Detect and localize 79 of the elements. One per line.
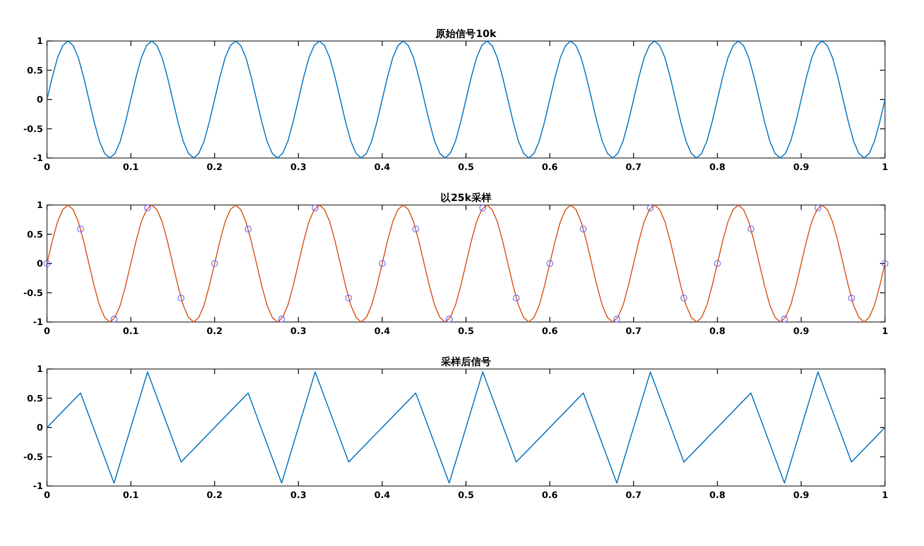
y-tick-label: 0 xyxy=(36,424,43,434)
x-tick-label: 0.2 xyxy=(206,163,223,173)
chart-title: 以25k采样 xyxy=(440,192,492,204)
point xyxy=(680,294,688,302)
x-tick-label: 0.1 xyxy=(122,163,139,173)
x-tick-label: 0.3 xyxy=(290,491,306,501)
line-series xyxy=(46,371,886,484)
x-tick-label: 1 xyxy=(882,491,888,501)
point xyxy=(546,260,554,267)
x-tick-label: 0.7 xyxy=(626,327,642,337)
x-tick-label: 0.9 xyxy=(793,163,810,173)
x-tick-label: 0.5 xyxy=(458,491,474,501)
x-tick-label: 0 xyxy=(44,163,50,173)
y-tick-label: -0.5 xyxy=(23,452,43,463)
x-tick-label: 0.9 xyxy=(793,327,810,337)
y-tick-label: 1 xyxy=(36,201,43,212)
point xyxy=(814,204,822,212)
chart-title: 采样后信号 xyxy=(440,356,491,368)
y-tick-label: -0.5 xyxy=(23,288,43,299)
point xyxy=(211,260,218,267)
x-tick-label: 0.9 xyxy=(793,491,810,501)
point xyxy=(44,260,50,267)
y-tick-label: 0 xyxy=(36,260,43,270)
point xyxy=(110,316,118,322)
point xyxy=(714,260,721,267)
y-tick-label: 0.5 xyxy=(27,394,43,404)
x-tick-label: 0.8 xyxy=(709,491,726,501)
point xyxy=(479,204,486,212)
y-tick-label: 0 xyxy=(36,96,43,106)
point xyxy=(345,294,352,302)
point xyxy=(848,294,855,302)
y-tick-label: 0.5 xyxy=(27,230,43,240)
point xyxy=(144,204,151,212)
point xyxy=(77,226,84,232)
x-tick-label: 1 xyxy=(882,327,888,337)
line-series xyxy=(46,40,886,158)
point xyxy=(646,204,654,212)
point xyxy=(748,226,754,232)
x-tick-label: 0 xyxy=(44,327,50,337)
y-tick-label: 1 xyxy=(36,37,43,48)
x-tick-label: 0.2 xyxy=(206,327,223,337)
x-tick-label: 0.7 xyxy=(626,491,642,501)
y-tick-label: -1 xyxy=(33,318,43,328)
y-tick-label: -1 xyxy=(33,154,43,164)
x-tick-label: 0.4 xyxy=(374,491,390,501)
x-tick-label: 0.6 xyxy=(542,491,558,501)
x-tick-label: 0 xyxy=(44,491,50,501)
x-tick-label: 0.7 xyxy=(626,163,642,173)
y-tick-label: -0.5 xyxy=(23,124,43,135)
point xyxy=(613,316,620,322)
point xyxy=(580,226,587,232)
point xyxy=(278,316,286,322)
y-tick-label: 0.5 xyxy=(27,66,43,76)
x-tick-label: 0.3 xyxy=(290,163,306,173)
point xyxy=(781,316,788,322)
x-tick-label: 0.8 xyxy=(709,327,726,337)
x-tick-label: 0.5 xyxy=(458,163,474,173)
point xyxy=(244,226,252,232)
point xyxy=(312,204,319,212)
point xyxy=(378,260,386,267)
x-tick-label: 0.6 xyxy=(542,163,558,173)
x-tick-label: 1 xyxy=(882,163,888,173)
y-tick-label: 1 xyxy=(36,365,43,376)
point xyxy=(512,294,520,302)
x-tick-label: 0.5 xyxy=(458,327,474,337)
x-tick-label: 0.3 xyxy=(290,327,306,337)
chart-title: 原始信号10k xyxy=(434,28,497,40)
point xyxy=(882,260,888,267)
x-tick-label: 0.6 xyxy=(542,327,558,337)
point xyxy=(178,294,184,302)
x-tick-label: 0.4 xyxy=(374,163,390,173)
point xyxy=(412,226,420,232)
x-tick-label: 0.1 xyxy=(122,491,139,501)
x-tick-label: 0.1 xyxy=(122,327,139,337)
x-tick-label: 0.8 xyxy=(709,163,726,173)
x-tick-label: 0.2 xyxy=(206,491,223,501)
point xyxy=(446,316,453,322)
x-tick-label: 0.4 xyxy=(374,327,390,337)
y-tick-label: -1 xyxy=(33,482,43,492)
